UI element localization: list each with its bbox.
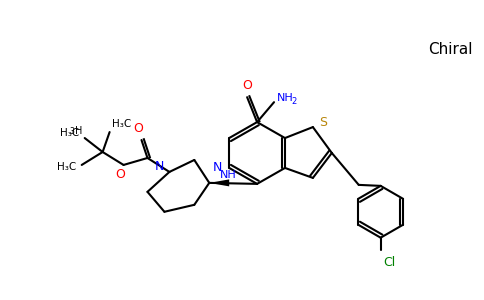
Text: NH: NH	[277, 93, 294, 103]
Text: NH: NH	[220, 170, 237, 180]
Text: 2: 2	[291, 97, 296, 106]
Text: Chiral: Chiral	[428, 42, 473, 57]
Text: N: N	[155, 160, 165, 173]
Text: Cl: Cl	[384, 256, 396, 268]
Text: S: S	[319, 116, 327, 129]
Polygon shape	[209, 179, 229, 186]
Text: O: O	[134, 122, 143, 135]
Text: 3: 3	[70, 127, 75, 136]
Text: H₃C: H₃C	[112, 119, 131, 129]
Text: O: O	[116, 168, 125, 181]
Text: H₃C: H₃C	[58, 162, 77, 172]
Text: N: N	[213, 161, 222, 174]
Text: H₃C: H₃C	[60, 128, 80, 138]
Text: H: H	[76, 126, 83, 136]
Text: O: O	[242, 79, 252, 92]
